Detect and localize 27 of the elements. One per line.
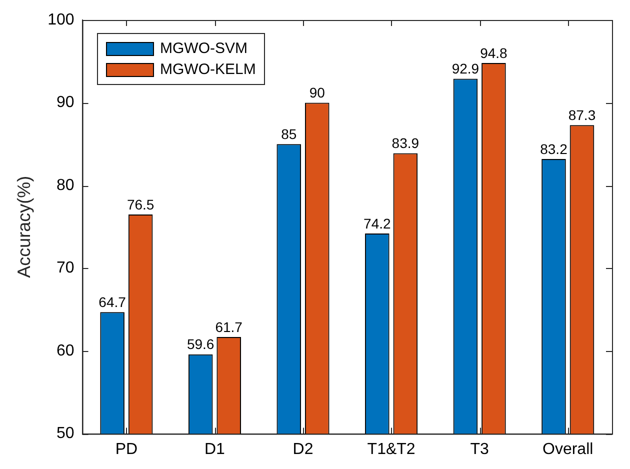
data-label: 92.9 (452, 60, 480, 77)
data-label: 76.5 (126, 196, 154, 212)
x-tick-label: Overall (542, 440, 594, 458)
x-tick-label: PD (115, 440, 138, 458)
data-label: 74.2 (364, 215, 391, 232)
y-tick-label: 100 (48, 11, 74, 28)
data-label: 61.7 (215, 318, 243, 335)
y-tick-label: 60 (56, 342, 74, 360)
y-tick-label: 90 (56, 94, 74, 112)
data-label: 85 (281, 126, 297, 142)
data-label: 87.3 (568, 106, 596, 123)
y-tick-label: 50 (56, 425, 74, 442)
data-label: 83.2 (540, 140, 568, 157)
legend-label: MGWO-SVM (160, 40, 248, 57)
x-tick-label: T3 (470, 440, 490, 458)
data-label: 90 (309, 84, 326, 101)
x-tick-label: D2 (292, 440, 314, 458)
x-tick-label: D1 (204, 440, 226, 458)
x-tick-label: T1&T2 (367, 440, 416, 458)
y-axis-title: Accuracy(%) (14, 176, 34, 278)
y-tick-label: 70 (56, 260, 74, 277)
data-label: 94.8 (480, 44, 508, 61)
data-label: 64.7 (98, 294, 126, 310)
data-label: 59.6 (186, 336, 214, 352)
data-label: 83.9 (392, 135, 420, 152)
legend-label: MGWO-KELM (160, 61, 256, 78)
y-tick-label: 80 (56, 176, 74, 194)
